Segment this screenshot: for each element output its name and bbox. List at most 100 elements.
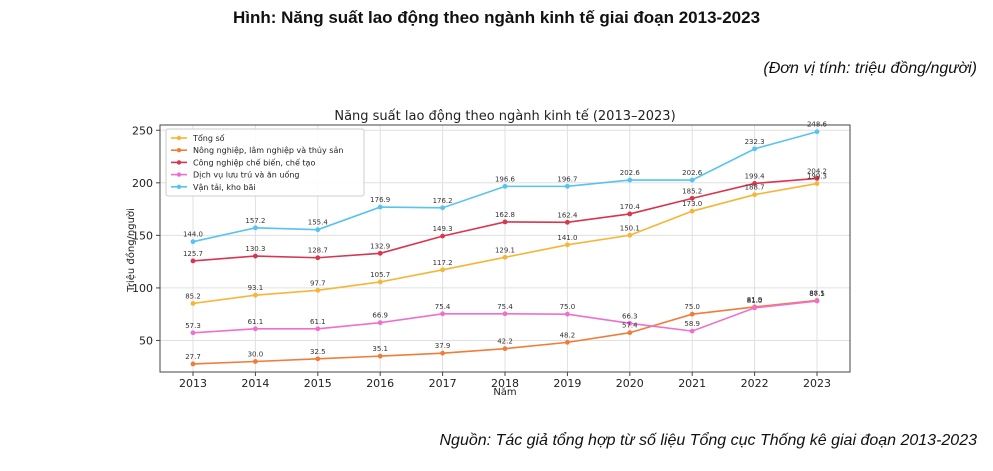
data-label: 141.0	[557, 234, 577, 242]
data-label: 132.9	[370, 242, 390, 250]
data-point	[565, 219, 570, 225]
data-point	[689, 208, 695, 214]
x-tick-label: 2020	[616, 377, 644, 390]
data-point	[190, 361, 196, 367]
data-point	[502, 311, 508, 317]
data-point	[253, 359, 258, 364]
legend-swatch-marker	[176, 160, 182, 165]
data-point	[253, 292, 258, 298]
legend-entry-label: Vận tải, kho bãi	[193, 182, 256, 193]
data-label: 75.4	[497, 303, 513, 311]
data-point	[689, 311, 695, 317]
data-label: 176.9	[370, 196, 390, 204]
data-point	[814, 129, 820, 135]
data-label: 42.2	[497, 338, 513, 346]
data-label: 58.9	[684, 320, 700, 328]
data-label: 37.9	[435, 342, 451, 350]
data-label: 196.7	[557, 175, 577, 183]
data-point	[377, 353, 383, 359]
data-label: 125.7	[183, 250, 203, 258]
data-label: 85.2	[185, 292, 201, 300]
data-point	[253, 225, 258, 231]
data-point	[814, 175, 820, 181]
data-point	[190, 239, 196, 245]
y-tick-label: 200	[132, 177, 153, 190]
data-point	[253, 253, 258, 259]
data-label: 93.1	[248, 284, 264, 292]
data-point	[689, 177, 695, 183]
y-tick-label: 150	[132, 229, 153, 242]
data-label: 162.8	[495, 211, 515, 219]
data-point	[814, 298, 820, 304]
legend-swatch-marker	[176, 172, 182, 177]
data-label: 75.0	[560, 303, 576, 311]
data-point	[627, 320, 633, 326]
data-label: 88.1	[809, 289, 825, 297]
figure-caption: Hình: Năng suất lao động theo ngành kinh…	[232, 8, 761, 27]
data-label-layer: 85.2 93.1 97.7 105.7 117.2 129.1 141.0 150.1 173…	[183, 121, 828, 361]
data-point	[440, 350, 445, 356]
data-label: 173.0	[682, 200, 702, 208]
data-point	[565, 311, 570, 317]
data-point	[627, 232, 633, 238]
data-label: 81.0	[747, 297, 763, 305]
data-label: 32.5	[310, 348, 326, 356]
x-tick-label: 2014	[241, 377, 269, 390]
data-label: 199.4	[745, 172, 766, 180]
data-label: 75.4	[435, 303, 451, 311]
legend-entry-label: Nông nghiệp, lâm nghiệp và thủy sản	[193, 145, 343, 155]
data-label: 130.3	[245, 245, 265, 253]
legend-swatch-marker	[176, 135, 182, 141]
data-label: 61.1	[248, 318, 264, 326]
data-label: 202.6	[620, 169, 641, 177]
data-point	[253, 326, 258, 332]
data-label: 155.4	[308, 219, 329, 227]
data-label: 57.4	[622, 322, 638, 330]
legend-swatch-marker	[176, 148, 182, 153]
x-tick-label: 2013	[179, 377, 207, 390]
data-label: 204.2	[807, 167, 827, 175]
x-tick-label: 2016	[366, 377, 394, 390]
data-point	[689, 328, 695, 334]
data-point	[377, 250, 383, 256]
data-label: 81.9	[747, 296, 763, 304]
data-label: 144.0	[183, 231, 203, 239]
data-point	[752, 146, 757, 152]
data-label: 48.2	[560, 331, 576, 339]
data-label: 75.0	[684, 303, 700, 311]
data-label: 87.5	[809, 290, 825, 298]
x-tick-label: 2015	[304, 377, 332, 390]
data-label: 176.2	[433, 197, 453, 205]
series-layer	[190, 129, 820, 367]
data-point	[502, 219, 508, 225]
data-point	[565, 339, 570, 345]
chart-title: Năng suất lao động theo ngành kinh tế (2…	[334, 109, 675, 124]
data-label: 128.7	[308, 247, 328, 255]
legend-entry-label: Dịch vụ lưu trú và ăn uống	[193, 170, 300, 181]
data-label: 199.3	[807, 173, 827, 181]
data-label: 61.1	[310, 318, 326, 326]
unit-note: (Đơn vị tính: triệu đồng/người)	[763, 60, 977, 77]
data-point	[315, 255, 321, 261]
data-label: 202.6	[682, 169, 703, 177]
x-tick-label: 2022	[741, 377, 769, 390]
legend-swatch-marker	[176, 184, 182, 189]
data-point	[502, 254, 508, 260]
data-point	[440, 311, 445, 317]
data-point	[627, 211, 633, 217]
data-point	[440, 233, 445, 239]
data-point	[752, 305, 757, 311]
data-point	[502, 346, 508, 352]
data-point	[689, 195, 695, 201]
data-label: 66.9	[372, 312, 388, 320]
data-point	[440, 267, 445, 273]
y-tick-label: 50	[139, 334, 153, 347]
legend-box	[165, 128, 365, 197]
data-label: 188.7	[745, 184, 765, 192]
data-point	[502, 183, 508, 189]
data-point	[440, 205, 445, 211]
data-label: 170.4	[620, 203, 641, 211]
data-point	[752, 181, 757, 186]
data-label: 117.2	[433, 259, 453, 267]
